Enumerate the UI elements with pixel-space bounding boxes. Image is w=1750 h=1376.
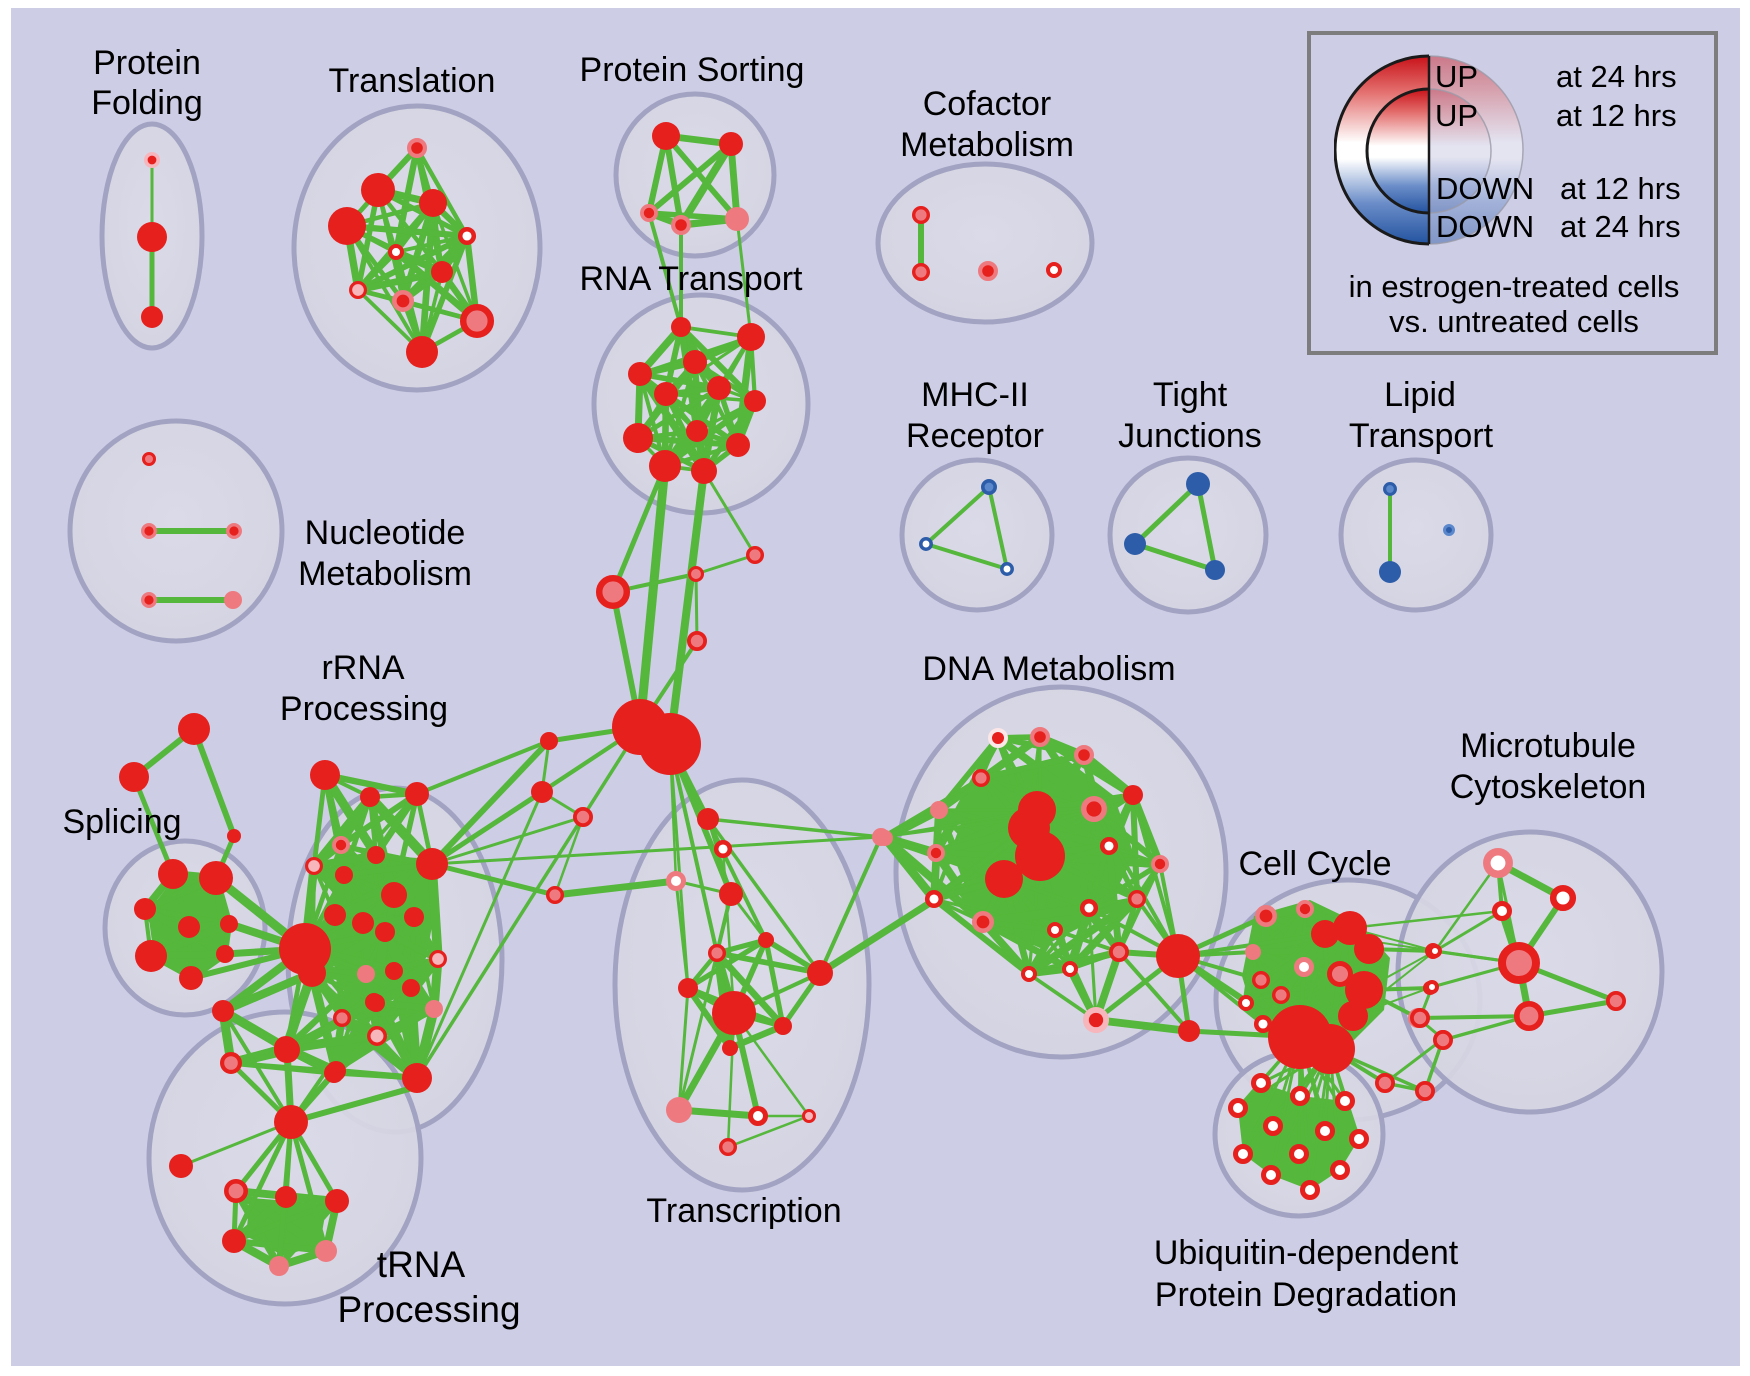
svg-text:Protein: Protein [93,44,201,82]
svg-text:Cofactor: Cofactor [923,85,1052,123]
svg-text:Protein Sorting: Protein Sorting [580,51,805,89]
svg-text:Receptor: Receptor [906,417,1044,455]
svg-text:vs. untreated cells: vs. untreated cells [1389,304,1639,339]
svg-text:UP: UP [1435,98,1478,133]
svg-text:DNA Metabolism: DNA Metabolism [922,650,1175,688]
svg-text:Microtubule: Microtubule [1460,727,1636,765]
svg-text:Metabolism: Metabolism [900,126,1074,164]
svg-text:RNA Transport: RNA Transport [580,260,804,298]
svg-text:DOWN: DOWN [1436,171,1534,206]
svg-text:Metabolism: Metabolism [298,555,472,593]
svg-text:Transport: Transport [1349,417,1494,455]
svg-text:Junctions: Junctions [1118,417,1262,455]
svg-text:DOWN: DOWN [1436,209,1534,244]
svg-text:Ubiquitin-dependent: Ubiquitin-dependent [1154,1234,1459,1272]
svg-text:MHC-II: MHC-II [921,376,1029,414]
svg-text:rRNA: rRNA [321,649,404,687]
svg-text:Protein Degradation: Protein Degradation [1155,1276,1457,1314]
svg-text:Splicing: Splicing [62,803,181,841]
svg-text:at 24 hrs: at 24 hrs [1560,209,1681,244]
svg-text:Nucleotide: Nucleotide [305,514,466,552]
svg-text:Processing: Processing [280,690,448,728]
svg-text:Lipid: Lipid [1384,376,1456,414]
svg-text:tRNA: tRNA [377,1244,466,1285]
svg-text:Transcription: Transcription [646,1192,841,1230]
svg-text:at 12 hrs: at 12 hrs [1560,171,1681,206]
svg-text:in estrogen-treated cells: in estrogen-treated cells [1349,269,1680,304]
svg-text:Tight: Tight [1153,376,1228,414]
svg-text:at 24 hrs: at 24 hrs [1556,59,1677,94]
svg-text:Folding: Folding [91,84,203,122]
svg-text:Cytoskeleton: Cytoskeleton [1450,768,1647,806]
svg-text:Processing: Processing [337,1289,520,1330]
svg-text:Cell Cycle: Cell Cycle [1238,845,1391,883]
svg-text:at 12 hrs: at 12 hrs [1556,98,1677,133]
svg-text:UP: UP [1435,59,1478,94]
svg-text:Translation: Translation [329,62,496,100]
